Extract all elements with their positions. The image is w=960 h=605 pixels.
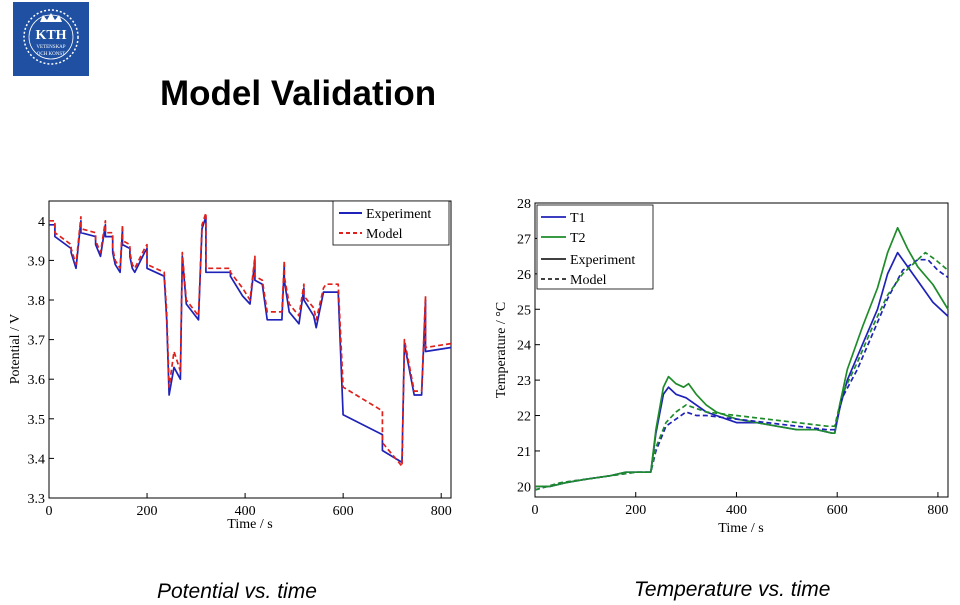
y-tick-label: 4 <box>38 215 45 230</box>
x-tick-label: 0 <box>532 503 539 518</box>
potential-y-axis-label: Potential / V <box>8 314 23 385</box>
caption-potential: Potential vs. time <box>157 580 317 603</box>
y-tick-label: 3.7 <box>28 334 46 349</box>
x-tick-label: 200 <box>625 503 646 518</box>
y-tick-label: 3.4 <box>28 452 46 467</box>
x-tick-label: 200 <box>137 504 158 519</box>
temperature-legend: T1 T2 Experiment Model <box>536 204 654 290</box>
series-line-model <box>49 212 452 468</box>
logo-line2: OCH KONST <box>36 52 66 57</box>
y-tick-label: 27 <box>517 232 531 247</box>
y-tick-label: 3.8 <box>28 294 46 309</box>
caption-temperature: Temperature vs. time <box>634 578 831 601</box>
series-line-t1-model <box>534 258 949 491</box>
potential-x-axis-label: Time / s <box>227 517 272 532</box>
y-tick-label: 3.6 <box>28 373 46 388</box>
kth-crest-icon <box>23 9 79 65</box>
x-tick-label: 600 <box>827 503 848 518</box>
x-tick-label: 0 <box>46 504 53 519</box>
temperature-legend-box <box>536 204 654 290</box>
y-tick-label: 28 <box>517 197 531 212</box>
legend-experiment-label: Experiment <box>570 253 635 268</box>
series-line-experiment <box>49 215 452 464</box>
y-tick-label: 23 <box>517 374 531 389</box>
x-tick-label: 800 <box>431 504 452 519</box>
x-tick-label: 600 <box>333 504 354 519</box>
legend-model-label: Model <box>570 273 607 288</box>
y-tick-label: 21 <box>517 445 531 460</box>
potential-plot-frame <box>48 200 452 499</box>
x-tick-label: 400 <box>235 504 256 519</box>
legend-model-label: Model <box>366 227 403 242</box>
series-line-t2-model <box>534 251 949 491</box>
temperature-y-axis-label: Temperature / °C <box>494 302 509 398</box>
y-tick-label: 3.5 <box>28 413 46 428</box>
y-tick-label: 20 <box>517 480 531 495</box>
temperature-plot-frame <box>534 202 949 498</box>
y-tick-label: 3.3 <box>28 492 46 507</box>
y-tick-label: 26 <box>517 268 531 283</box>
x-tick-label: 800 <box>927 503 948 518</box>
kth-logo: KTH VETENSKAP OCH KONST <box>13 2 89 76</box>
legend-t2-label: T2 <box>570 231 586 246</box>
potential-legend: Experiment Model <box>332 200 450 246</box>
y-tick-label: 3.9 <box>28 254 46 269</box>
temperature-x-axis-label: Time / s <box>718 521 763 536</box>
x-tick-label: 400 <box>726 503 747 518</box>
y-tick-label: 25 <box>517 303 531 318</box>
slide-title: Model Validation <box>160 74 437 113</box>
logo-line1: VETENSKAP <box>36 45 66 50</box>
logo-name: KTH <box>35 28 67 43</box>
y-tick-label: 22 <box>517 410 531 425</box>
legend-experiment-label: Experiment <box>366 207 431 222</box>
legend-t1-label: T1 <box>570 211 586 226</box>
y-tick-label: 24 <box>517 339 531 354</box>
potential-legend-box <box>332 200 450 246</box>
